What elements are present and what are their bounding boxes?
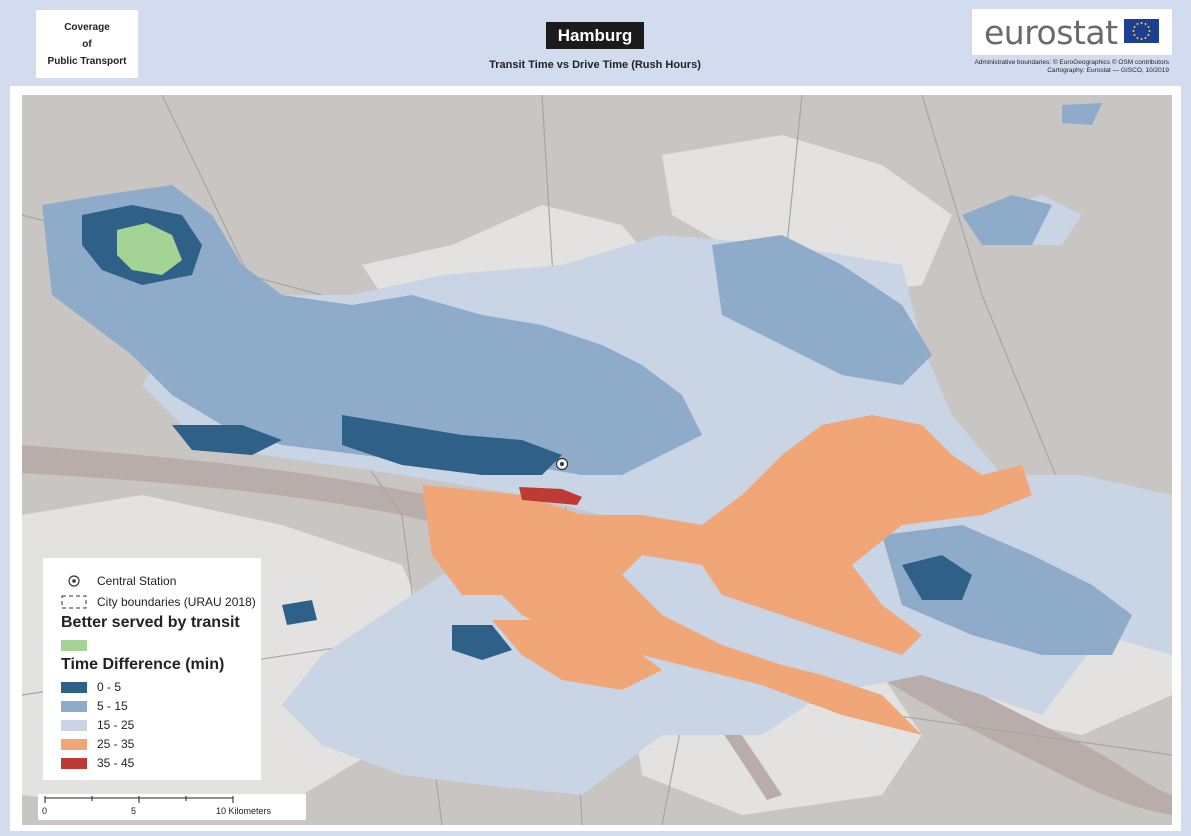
map-subtitle: Transit Time vs Drive Time (Rush Hours) [489,59,701,71]
zone-25-35-south [492,620,662,690]
scale-bar-svg [44,796,234,803]
legend-class-label: 35 - 45 [97,756,135,770]
coverage-line-1: Coverage [64,21,110,33]
central-station-legend-icon [68,575,80,587]
zone-5-15-ne [962,195,1052,245]
legend-central-station: Central Station [61,574,176,588]
eurostat-logo-text: eurostat [984,13,1118,52]
legend-class-label: 15 - 25 [97,718,135,732]
zone-0-5-south [452,625,512,660]
zone-0-5-center [342,415,562,475]
legend-class-0-5: 0 - 5 [61,680,121,694]
scale-label-0: 0 [42,806,48,816]
zone-35-45 [519,487,582,505]
eu-flag-icon [1124,19,1159,43]
swatch-0-5 [61,681,87,693]
credits: Administrative boundaries: © EuroGeograp… [974,59,1169,75]
legend-time-diff-heading: Time Difference (min) [61,656,225,673]
zone-0-5-sw [282,600,317,625]
zone-5-15-north [712,235,932,385]
map-legend: Central Station City boundaries (URAU 20… [43,558,261,780]
legend-city-boundaries-label: City boundaries (URAU 2018) [97,595,256,609]
swatch-5-15 [61,700,87,712]
legend-class-15-25: 15 - 25 [61,718,134,732]
zone-better-transit [117,223,182,275]
central-station-icon[interactable] [555,457,569,471]
legend-class-label: 0 - 5 [97,680,122,694]
scale-bar: 0 5 10 Kilometers [38,794,306,820]
scale-label-5: 5 [131,806,137,816]
swatch-15-25 [61,719,87,731]
legend-class-25-35: 25 - 35 [61,737,134,751]
zone-0-5-east [902,555,972,600]
coverage-line-2: of [82,38,92,50]
map-title: Hamburg [546,22,644,49]
credit-boundaries: Administrative boundaries: © EuroGeograp… [974,59,1169,66]
legend-better-served [61,640,97,651]
eurostat-logo: eurostat [972,9,1172,55]
scale-label-10: 10 Kilometers [216,806,272,816]
legend-central-station-label: Central Station [97,574,177,588]
zone-5-15-west [42,185,702,475]
credit-cartography: Cartography: Eurostat — GISCO, 10/2019 [1047,67,1169,74]
coverage-label-box: Coverage of Public Transport [36,10,138,78]
zone-5-15-top [1062,103,1102,125]
dashed-boundary-icon [61,595,87,609]
legend-city-boundaries: City boundaries (URAU 2018) [61,595,256,609]
zone-25-35 [422,415,1032,735]
legend-class-label: 25 - 35 [97,737,135,751]
better-served-swatch [61,640,87,651]
legend-better-served-heading: Better served by transit [61,614,240,631]
legend-class-5-15: 5 - 15 [61,699,128,713]
legend-class-35-45: 35 - 45 [61,756,134,770]
coverage-line-3: Public Transport [47,55,127,67]
swatch-35-45 [61,757,87,769]
zone-0-5-west [172,425,282,455]
legend-class-label: 5 - 15 [97,699,128,713]
swatch-25-35 [61,738,87,750]
